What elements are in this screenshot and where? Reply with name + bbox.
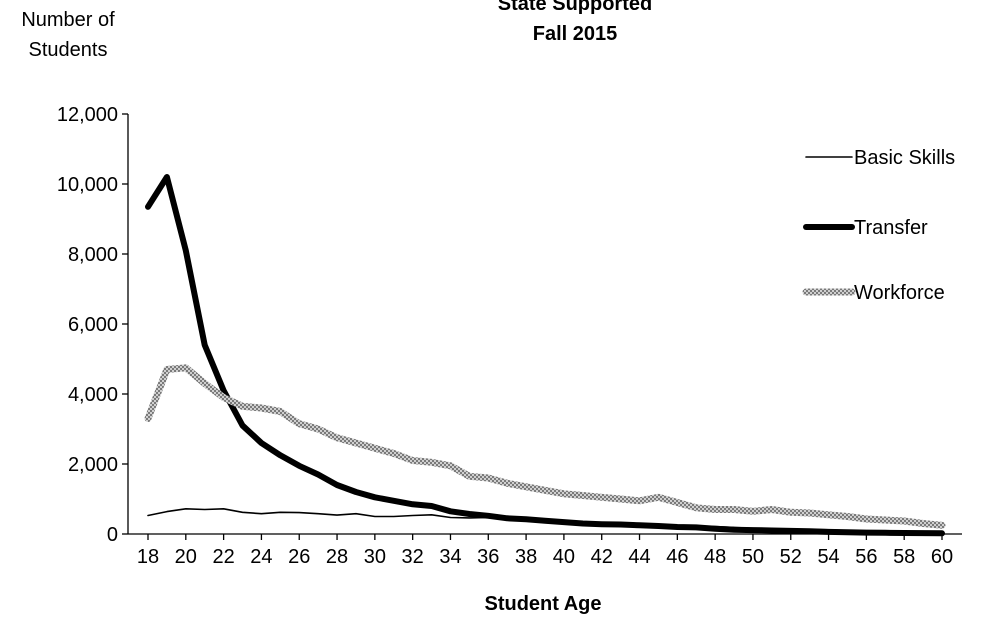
x-tick-label: 24 — [250, 546, 272, 568]
y-tick-label: 0 — [107, 524, 118, 546]
y-tick-label: 2,000 — [68, 454, 118, 476]
x-tick-label: 30 — [364, 546, 386, 568]
legend-label-transfer: Transfer — [854, 217, 928, 239]
x-tick-label: 48 — [704, 546, 726, 568]
x-tick-label: 20 — [175, 546, 197, 568]
x-tick-label: 32 — [402, 546, 424, 568]
x-tick-label: 28 — [326, 546, 348, 568]
y-tick-label: 10,000 — [57, 174, 118, 196]
x-tick-label: 56 — [855, 546, 877, 568]
x-tick-label: 44 — [628, 546, 650, 568]
y-axis-label-line-1: Number of — [21, 9, 115, 31]
x-tick-label: 34 — [439, 546, 461, 568]
x-tick-label: 42 — [591, 546, 613, 568]
x-tick-label: 38 — [515, 546, 537, 568]
x-tick-label: 40 — [553, 546, 575, 568]
x-axis-title: Student Age — [484, 593, 601, 615]
y-tick-label: 6,000 — [68, 314, 118, 336]
x-tick-label: 26 — [288, 546, 310, 568]
x-tick-label: 46 — [666, 546, 688, 568]
x-tick-label: 54 — [817, 546, 839, 568]
x-tick-label: 60 — [931, 546, 953, 568]
x-tick-label: 36 — [477, 546, 499, 568]
x-axis-ticks: 18 20 22 24 26 28 30 32 34 36 38 40 42 44 46 48 50 52 54 56… — [137, 534, 953, 568]
legend-label-workforce: Workforce — [854, 282, 945, 304]
y-tick-label: 8,000 — [68, 244, 118, 266]
y-axis-label-line-2: Students — [29, 39, 108, 61]
legend: Basic Skills Transfer Workforce — [802, 147, 955, 304]
y-axis-ticks: 0 2,000 4,000 6,000 8,000 10,000 12,000 — [57, 104, 128, 546]
series-line-workforce — [144, 364, 946, 529]
chart-title: State Supported — [498, 0, 652, 15]
legend-label-basic-skills: Basic Skills — [854, 147, 955, 169]
y-tick-label: 4,000 — [68, 384, 118, 406]
x-tick-label: 50 — [742, 546, 764, 568]
y-tick-label: 12,000 — [57, 104, 118, 126]
series-lines — [144, 174, 946, 537]
chart-subtitle: Fall 2015 — [533, 23, 618, 45]
series-line-transfer — [145, 174, 945, 537]
x-tick-label: 22 — [212, 546, 234, 568]
x-tick-label: 52 — [780, 546, 802, 568]
x-tick-label: 18 — [137, 546, 159, 568]
x-tick-label: 58 — [893, 546, 915, 568]
